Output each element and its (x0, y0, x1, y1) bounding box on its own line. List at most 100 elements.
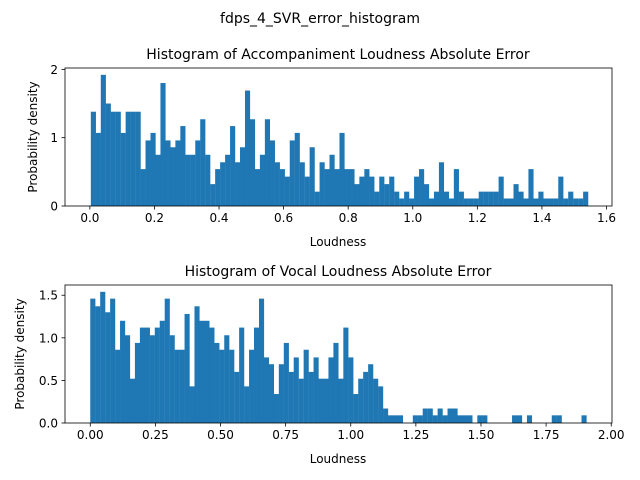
histogram-bar (269, 140, 275, 206)
histogram-bar (149, 335, 155, 423)
histogram-bar (90, 298, 96, 423)
histogram-bar (100, 291, 106, 423)
histogram-bar (404, 191, 410, 206)
x-tick-label: 2.00 (598, 428, 625, 442)
histogram-bar (523, 198, 529, 206)
histogram-bar (259, 154, 266, 206)
y-tick-label: 0.0 (39, 417, 58, 431)
histogram-bar (526, 415, 533, 423)
histogram-bar (389, 176, 395, 206)
histogram-bar (457, 415, 463, 423)
x-axis-label: Loudness (310, 235, 367, 249)
histogram-bar (334, 169, 340, 206)
histogram-bar (551, 415, 557, 423)
histogram-bar (463, 198, 469, 206)
histogram-bar (583, 191, 589, 206)
histogram-bar (154, 327, 160, 423)
histogram-bar (508, 198, 514, 206)
histogram-bar (95, 132, 101, 206)
histogram-bar (230, 126, 236, 206)
histogram-bar (209, 327, 215, 423)
histogram-bar (144, 327, 150, 423)
x-tick-label: 1.0 (403, 211, 422, 225)
histogram-bar (288, 371, 294, 423)
histogram-bar (468, 198, 474, 206)
histogram-bar (424, 184, 430, 206)
histogram-bar (268, 364, 275, 423)
histogram-bar (319, 162, 325, 206)
x-tick-label: 0.2 (145, 211, 164, 225)
vocal-histogram: Histogram of Vocal Loudness Absolute Err… (13, 264, 625, 466)
histogram-bar (175, 140, 181, 206)
x-tick-label: 0.8 (339, 211, 358, 225)
histogram-bar (478, 191, 484, 206)
histogram-bar (528, 169, 534, 206)
histogram-bar (453, 169, 459, 206)
accompaniment-histogram: Histogram of Accompaniment Loudness Abso… (26, 47, 616, 249)
x-tick-label: 0.0 (80, 211, 99, 225)
histogram-bar (493, 191, 499, 206)
histogram-bar (165, 140, 171, 206)
y-axis-label: Probability density (13, 298, 27, 409)
histogram-bar (249, 119, 256, 206)
histogram-bar (95, 306, 101, 423)
histogram-bar (185, 154, 191, 206)
histogram-bar (349, 169, 355, 206)
y-tick-label: 0.5 (39, 374, 58, 388)
histogram-bar (394, 191, 400, 206)
histogram-bar (129, 378, 136, 423)
histogram-bar (428, 198, 435, 206)
histogram-bar (205, 154, 211, 206)
histogram-bar (115, 349, 121, 423)
histogram-bar (578, 198, 584, 206)
histogram-bar (115, 111, 121, 206)
histogram-bar (125, 111, 131, 206)
histogram-bar (324, 169, 330, 206)
histogram-bar (462, 415, 468, 423)
histogram-bar (125, 335, 131, 423)
histogram-bar (343, 327, 349, 423)
y-tick-label: 1.5 (39, 289, 58, 303)
histogram-bar (427, 408, 433, 423)
histogram-bar (210, 184, 216, 206)
y-tick-label: 2 (50, 63, 58, 77)
histogram-bar (105, 103, 111, 206)
histogram-bar (512, 415, 518, 423)
histogram-bar (448, 198, 454, 206)
histogram-bar (239, 327, 245, 423)
x-tick-label: 1.2 (468, 211, 487, 225)
y-tick-label: 1.0 (39, 331, 58, 345)
histogram-bar (556, 415, 562, 423)
histogram-bar (229, 349, 235, 423)
histogram-bar (363, 371, 369, 423)
histogram-bar (289, 140, 295, 206)
histogram-bar (159, 320, 165, 423)
histogram-bar (443, 191, 450, 206)
y-tick-label: 1 (50, 131, 58, 145)
histogram-bar (374, 191, 380, 206)
histogram-bar (309, 147, 315, 206)
histogram-bar (338, 378, 344, 423)
histogram-bar (278, 364, 284, 423)
histogram-bar (548, 198, 554, 206)
histogram-bar (379, 176, 385, 206)
histogram-bar (397, 415, 404, 423)
histogram-bar (180, 126, 186, 206)
histogram-bar (447, 408, 453, 423)
x-tick-label: 1.25 (403, 428, 430, 442)
axes-frame (64, 67, 613, 207)
histogram-bar (354, 184, 360, 206)
histogram-bar (164, 298, 170, 423)
histogram-bar (503, 198, 509, 206)
histogram-bar (482, 415, 488, 423)
histogram-bar (279, 169, 285, 206)
histogram-bar (299, 162, 305, 206)
histogram-bar (323, 378, 329, 423)
histogram-bar (120, 320, 126, 423)
histogram-bar (538, 191, 544, 206)
histogram-bar (452, 408, 458, 423)
histogram-bar (318, 378, 324, 423)
histogram-bar (333, 342, 339, 423)
histogram-bar (313, 357, 319, 423)
histogram-bar (244, 90, 251, 206)
